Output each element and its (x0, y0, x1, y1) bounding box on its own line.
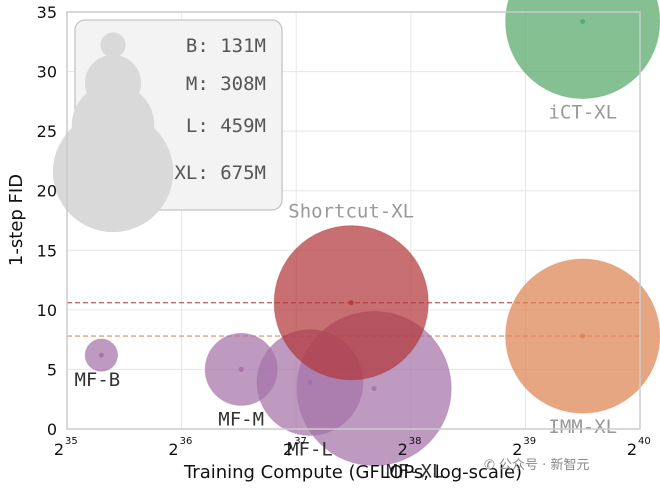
watermark-text: 公众号 · 新智元 (499, 458, 590, 473)
y-tick-label: 15 (37, 241, 57, 260)
x-tick-exponent: 40 (638, 436, 651, 447)
y-tick-label: 5 (47, 360, 57, 379)
plot-frame (66, 11, 641, 430)
data-point-center (580, 19, 586, 25)
data-point-label: IMM-XL (548, 416, 617, 438)
x-axis-ticks: 2 35 2 36 2 37 2 38 2 39 2 40 (54, 436, 651, 459)
y-tick-label: 20 (37, 182, 57, 201)
y-tick-label: 25 (37, 122, 57, 141)
data-point-center (348, 300, 354, 306)
legend-entry-label: M: 308M (186, 73, 266, 95)
x-tick-label: 2 (627, 440, 637, 459)
x-tick-exponent: 35 (65, 436, 78, 447)
legend-size-marker (52, 111, 174, 233)
y-axis-label: 1-step FID (6, 174, 27, 266)
y-axis-ticks: 0 5 10 15 20 25 30 35 (37, 3, 57, 439)
x-axis-label: Training Compute (GFLOPs, log-scale) (183, 462, 522, 483)
legend: B: 131M M: 308M L: 459M XL: 675M (52, 19, 283, 233)
x-tick-label: 2 (54, 440, 64, 459)
x-tick-exponent: 38 (409, 436, 422, 447)
data-point-center (238, 366, 244, 372)
data-point-label: MF-B (74, 369, 120, 391)
x-tick-exponent: 36 (180, 436, 193, 447)
data-point-label: iCT-XL (548, 102, 617, 124)
y-tick-label: 0 (47, 420, 57, 439)
data-point-label: MF-M (218, 408, 264, 430)
x-tick-label: 2 (168, 440, 178, 459)
data-point-center (371, 385, 377, 391)
data-points (84, 0, 660, 467)
x-tick-exponent: 37 (294, 436, 307, 447)
x-tick-label: 2 (398, 440, 408, 459)
wechat-icon: ✆ (484, 458, 495, 473)
data-point-center (580, 333, 586, 339)
legend-size-marker (100, 32, 126, 58)
legend-entry-label: L: 459M (186, 115, 266, 137)
legend-entry-label: B: 131M (186, 35, 266, 57)
y-tick-label: 35 (37, 3, 57, 22)
data-point-label: MF-XL (386, 461, 443, 483)
x-tick-exponent: 39 (523, 436, 536, 447)
y-tick-label: 10 (37, 301, 57, 320)
y-tick-label: 30 (37, 63, 57, 82)
data-point-label: MF-L (287, 438, 333, 460)
point-labels: MF-B MF-M MF-L MF-XL Shortcut-XL IMM-XL iCT-XL (74, 102, 617, 483)
x-tick-label: 2 (512, 440, 522, 459)
watermark: ✆ 公众号 · 新智元 (484, 454, 589, 473)
data-point-label: Shortcut-XL (288, 201, 414, 223)
x-tick-label: 2 (283, 440, 293, 459)
data-point-center (98, 352, 104, 358)
legend-entry-label: XL: 675M (174, 162, 266, 184)
